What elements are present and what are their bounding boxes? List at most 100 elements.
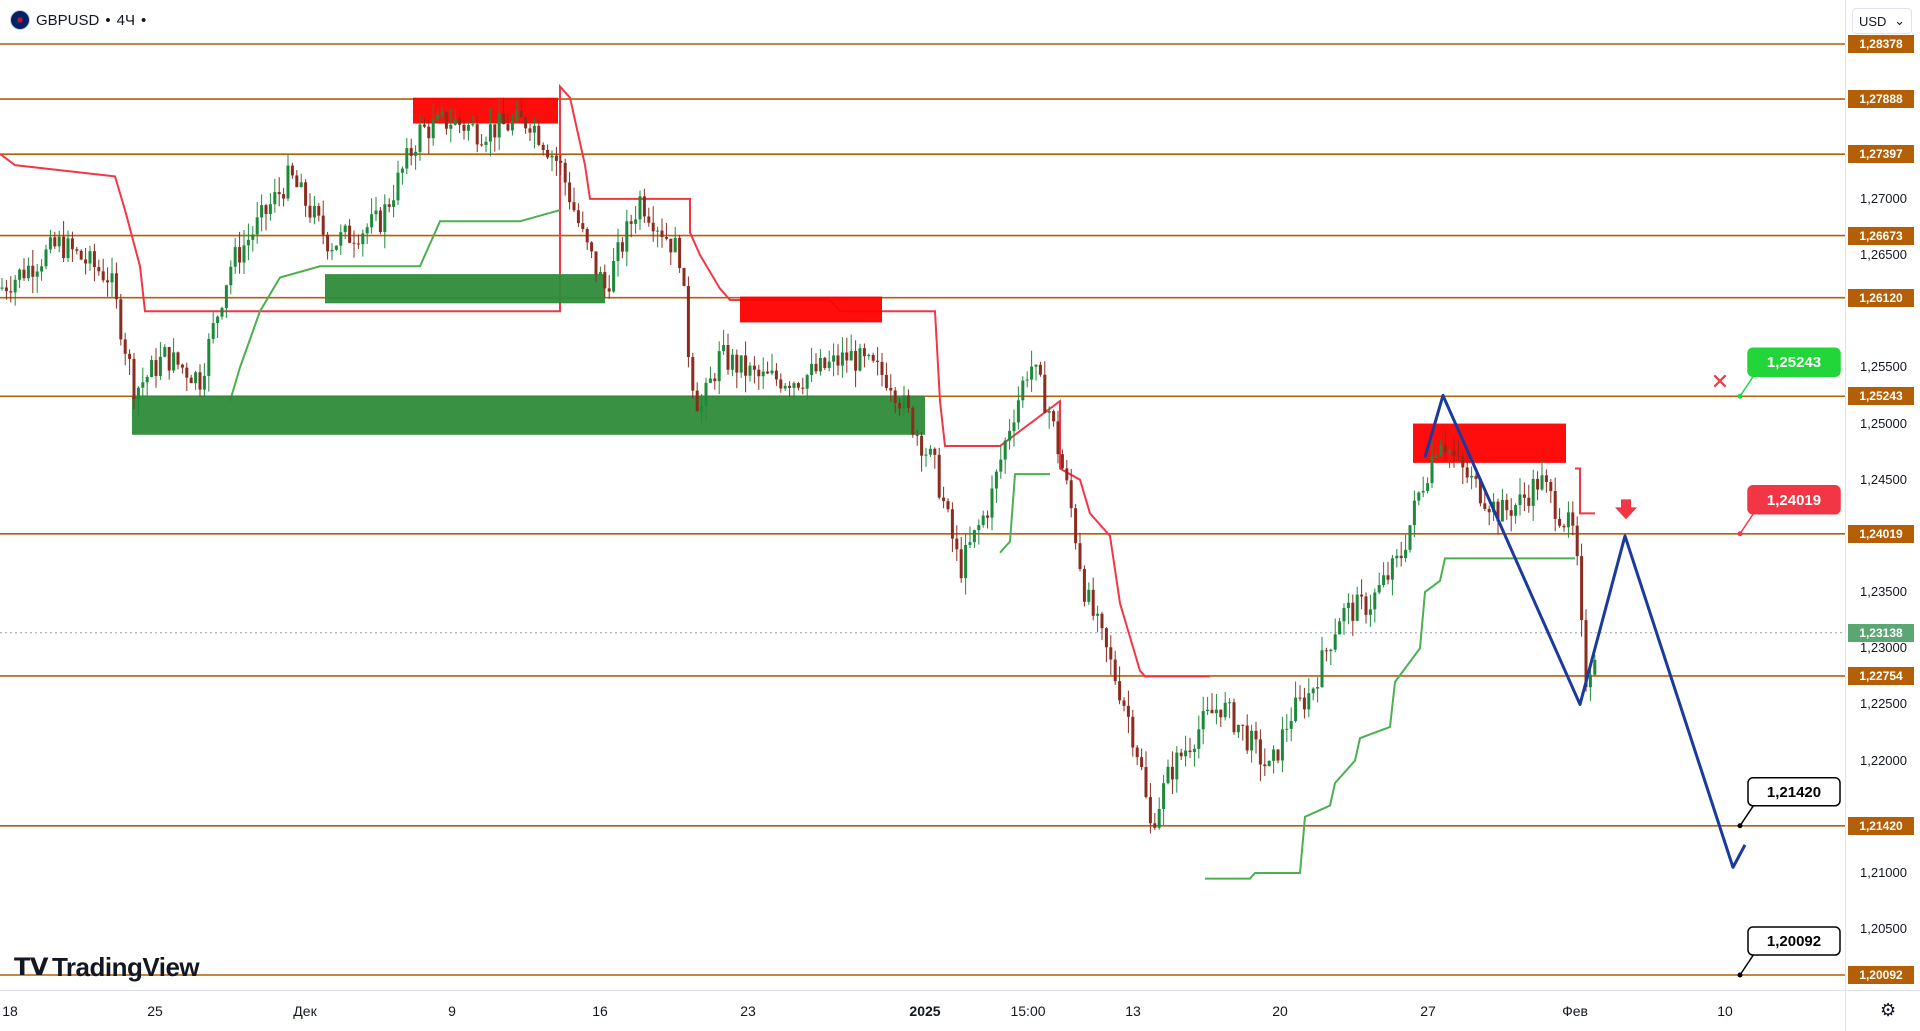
candle-body (506, 124, 510, 131)
resistance-zone (1413, 423, 1566, 463)
price-tick-label: 1,27000 (1860, 190, 1907, 206)
price-tick-label: 1,23500 (1860, 584, 1907, 600)
candle-body (810, 363, 814, 376)
candle-body (950, 509, 954, 539)
currency-selector[interactable]: USD ⌄ (1852, 8, 1912, 34)
candle-body (572, 202, 576, 211)
candle-body (1338, 621, 1342, 635)
candle-body (462, 124, 466, 131)
gbp-usd-flag-icon (10, 10, 30, 30)
symbol-name: GBPUSD (36, 11, 100, 29)
candle-body (400, 168, 404, 173)
candle-body (827, 361, 831, 368)
candle-body (1188, 750, 1192, 753)
candle-body (1258, 739, 1262, 765)
candle-body (1558, 518, 1562, 526)
time-tick-label: Дек (293, 1003, 317, 1019)
candle-body (1549, 481, 1553, 492)
candle-body (308, 205, 312, 218)
candle-body (1135, 747, 1139, 758)
price-chart[interactable]: 1,25243 1,24019 1,21420 1,20092 ✕ (0, 0, 1845, 990)
candle-body (97, 267, 101, 272)
candle-body (1351, 602, 1355, 621)
candle-body (1179, 752, 1183, 757)
candle-body (590, 242, 594, 252)
candle-body (436, 114, 440, 120)
candle-body (510, 120, 514, 131)
candle-body (990, 488, 994, 518)
symbol-header[interactable]: GBPUSD • 4Ч • (10, 10, 146, 30)
candle-body (924, 454, 928, 456)
gear-icon[interactable]: ⚙ (1880, 1000, 1897, 1020)
candle-body (1412, 500, 1416, 526)
logo-text: TradingView (51, 952, 200, 982)
candle-body (211, 323, 215, 339)
candle-body (871, 354, 875, 361)
price-axis[interactable]: 1,28378 1,27888 1,27397 1,26673 1,26120 1,252… (1845, 0, 1920, 990)
candle-body (106, 280, 110, 283)
candle-body (92, 251, 96, 268)
timeframe[interactable]: 4Ч (116, 11, 135, 29)
candle-body (1104, 628, 1108, 648)
candle-body (634, 219, 638, 224)
price-projection[interactable] (1423, 393, 1747, 869)
candle-body (1184, 750, 1188, 757)
candle-body (242, 245, 246, 263)
candle-body (1514, 505, 1518, 516)
time-axis[interactable]: 18 25 Дек 9 16 23 2025 15:00 13 20 27 Фев 10 (0, 990, 1845, 1031)
candle-body (1382, 575, 1386, 586)
candle-body (387, 204, 391, 207)
candle-body (867, 354, 871, 357)
candle-body (788, 385, 792, 388)
candle-body (1518, 494, 1522, 506)
candle-body (70, 238, 74, 250)
candle-body (612, 260, 616, 292)
candlesticks (0, 97, 1597, 834)
candle-body (607, 288, 611, 292)
level-price-label: 1,22754 (1848, 666, 1914, 685)
time-tick-label: 20 (1272, 1003, 1288, 1019)
time-tick-label: 15:00 (1010, 1003, 1046, 1019)
candle-body (972, 530, 976, 543)
candle-body (1307, 693, 1311, 710)
candle-body (559, 160, 563, 163)
candle-body (1250, 730, 1254, 751)
candle-body (761, 371, 765, 377)
candle-body (66, 238, 70, 259)
candle-body (440, 112, 444, 115)
candle-body (1430, 456, 1434, 484)
candle-body (409, 148, 413, 156)
candle-body (414, 151, 418, 156)
candle-body (708, 378, 712, 383)
time-tick-label: 16 (592, 1003, 608, 1019)
candle-body (22, 269, 26, 279)
candle-body (968, 542, 972, 545)
chevron-down-icon: ⌄ (1894, 13, 1905, 28)
currency-value: USD (1859, 13, 1887, 29)
candle-body (524, 117, 528, 129)
candle-body (497, 113, 501, 138)
candle-body (132, 358, 136, 400)
candle-body (1465, 467, 1469, 478)
candle-body (1140, 757, 1144, 768)
candle-body (686, 285, 690, 358)
candle-body (238, 247, 242, 263)
candle-body (906, 395, 910, 408)
candle-body (1157, 808, 1161, 828)
tradingview-logo[interactable]: 𝗧𝗩 TradingView (14, 952, 200, 983)
candle-body (528, 128, 532, 133)
menu-dot[interactable]: • (140, 11, 147, 29)
price-tick-label: 1,22000 (1860, 752, 1907, 768)
callout-box (1747, 347, 1841, 377)
candle-body (1232, 702, 1236, 733)
candle-body (312, 206, 316, 218)
candle-body (1153, 823, 1157, 828)
candle-body (1126, 705, 1130, 717)
callout-label: 1,21420 (1767, 784, 1821, 801)
candle-body (264, 205, 268, 214)
candle-body (1289, 721, 1293, 729)
candle-body (928, 448, 932, 455)
candle-body (44, 249, 48, 267)
candle-body (0, 287, 4, 289)
candle-body (326, 234, 330, 252)
